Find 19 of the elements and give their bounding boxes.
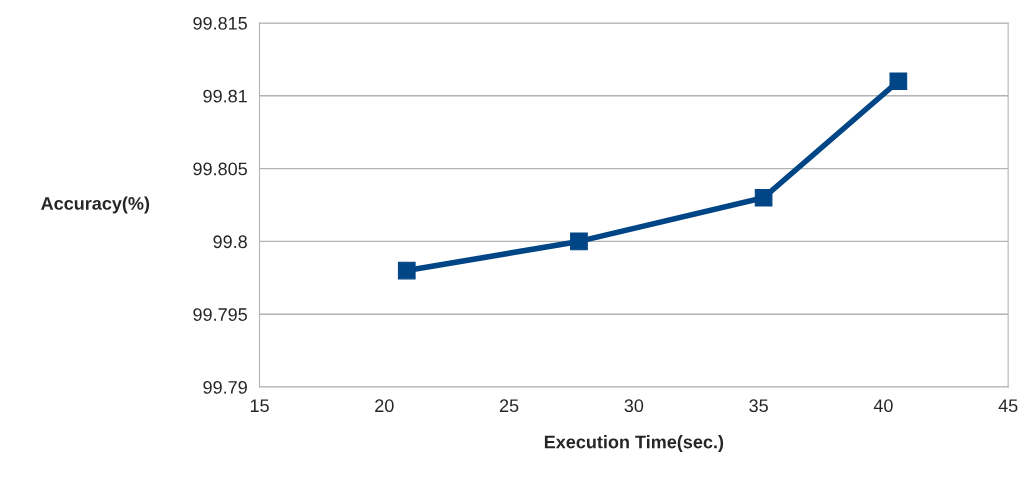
y-tick-label: 99.795 <box>193 308 247 321</box>
x-tick-label: 30 <box>624 399 644 413</box>
point <box>889 72 908 91</box>
y-tick-label: 99.81 <box>203 89 247 103</box>
x-tick-label: 35 <box>749 399 768 413</box>
x-axis-title: Execution Time(sec.) <box>544 435 724 452</box>
y-tick-label: 99.805 <box>193 162 247 176</box>
y-axis-title: Accuracy(%) <box>41 196 150 214</box>
x-tick-label: 25 <box>499 399 519 413</box>
y-tick-label: 99.79 <box>203 380 247 394</box>
point <box>570 232 588 251</box>
x-tick-label: 15 <box>250 399 269 413</box>
y-tick-label: 99.815 <box>193 16 247 30</box>
x-tick-label: 45 <box>998 399 1018 413</box>
x-tick-label: 20 <box>375 399 394 413</box>
point <box>754 188 773 207</box>
y-tick-label: 99.8 <box>213 235 247 249</box>
x-tick-label: 40 <box>873 399 893 413</box>
point <box>397 261 416 280</box>
